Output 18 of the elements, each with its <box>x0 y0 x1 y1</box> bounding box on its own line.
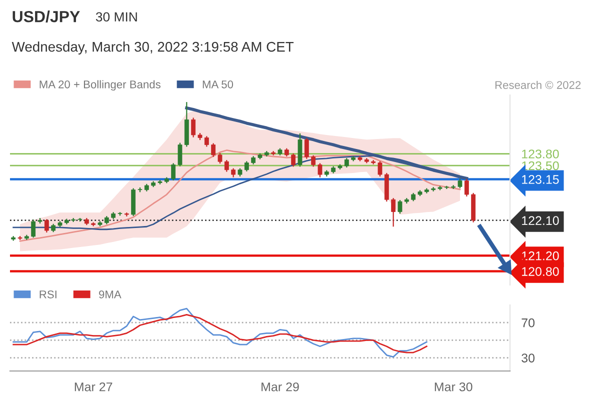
legend-label: MA 50 <box>202 80 234 88</box>
legend-label: MA 20 + Bollinger Bands <box>40 80 160 91</box>
text: Research © 2022 <box>495 80 581 89</box>
chart-subtitle: 30 MIN <box>96 12 137 22</box>
y-tick-label: 123.15 <box>522 175 559 184</box>
category-label: Mar 30 <box>434 382 472 392</box>
y-tick-label: 123.80 <box>522 150 559 158</box>
chart-title: USD/JPY <box>12 10 80 22</box>
category-label: Mar 29 <box>262 382 299 392</box>
y-tick-label: 121.20 <box>522 251 559 260</box>
text: Wednesday, March 30, 2022 3:19:58 AM CET <box>12 42 294 54</box>
y-tick-label: 120.80 <box>522 267 559 276</box>
legend-label: RSI <box>40 290 56 298</box>
y-tick-label: 122.10 <box>522 216 559 226</box>
y-tick-label: 70 <box>522 318 535 328</box>
y-tick-label: 30 <box>522 354 535 362</box>
legend-label: 9MA <box>99 290 122 298</box>
category-label: Mar 27 <box>74 382 112 392</box>
